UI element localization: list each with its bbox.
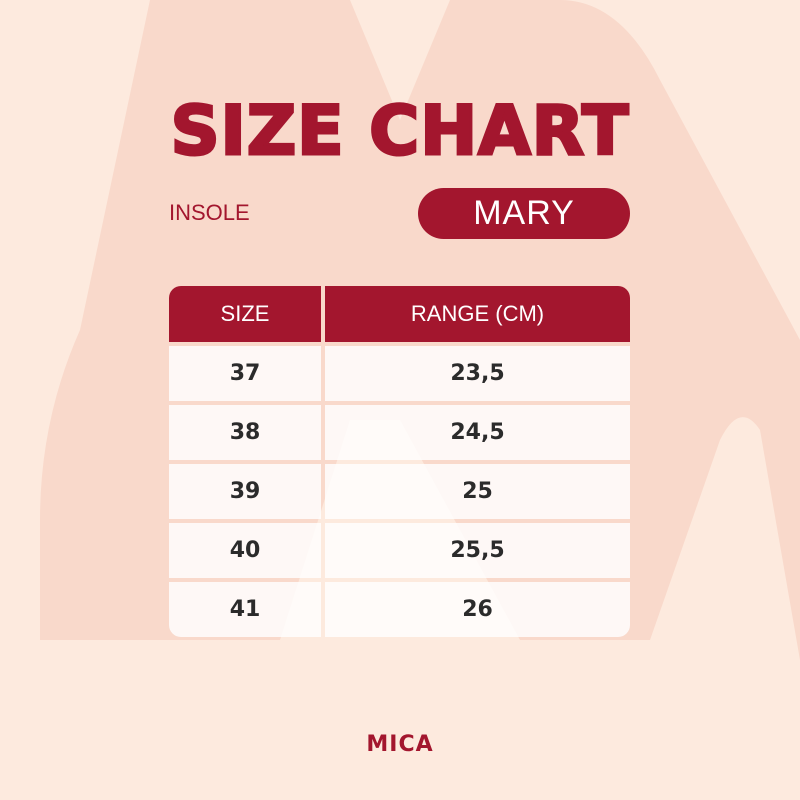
- header-size: SIZE: [169, 286, 321, 342]
- table-row: 41 26: [169, 582, 630, 637]
- page-title: SIZE CHART: [169, 91, 630, 173]
- header-range: RANGE (CM): [325, 286, 630, 342]
- brand-logo: MICA: [366, 732, 434, 757]
- table-row: 40 25,5: [169, 523, 630, 578]
- size-table: SIZE RANGE (CM) 37 23,5 38 24,5 39 25 40…: [169, 286, 630, 637]
- cell-range: 23,5: [325, 346, 630, 401]
- table-header: SIZE RANGE (CM): [169, 286, 630, 342]
- cell-range: 24,5: [325, 405, 630, 460]
- subtitle-label: INSOLE: [169, 200, 250, 225]
- cell-range: 26: [325, 582, 630, 637]
- table-row: 39 25: [169, 464, 630, 519]
- table-row: 38 24,5: [169, 405, 630, 460]
- cell-size: 41: [169, 582, 321, 637]
- table-row: 37 23,5: [169, 346, 630, 401]
- cell-size: 37: [169, 346, 321, 401]
- model-badge: MARY: [418, 188, 630, 239]
- cell-range: 25: [325, 464, 630, 519]
- cell-size: 40: [169, 523, 321, 578]
- cell-range: 25,5: [325, 523, 630, 578]
- cell-size: 39: [169, 464, 321, 519]
- cell-size: 38: [169, 405, 321, 460]
